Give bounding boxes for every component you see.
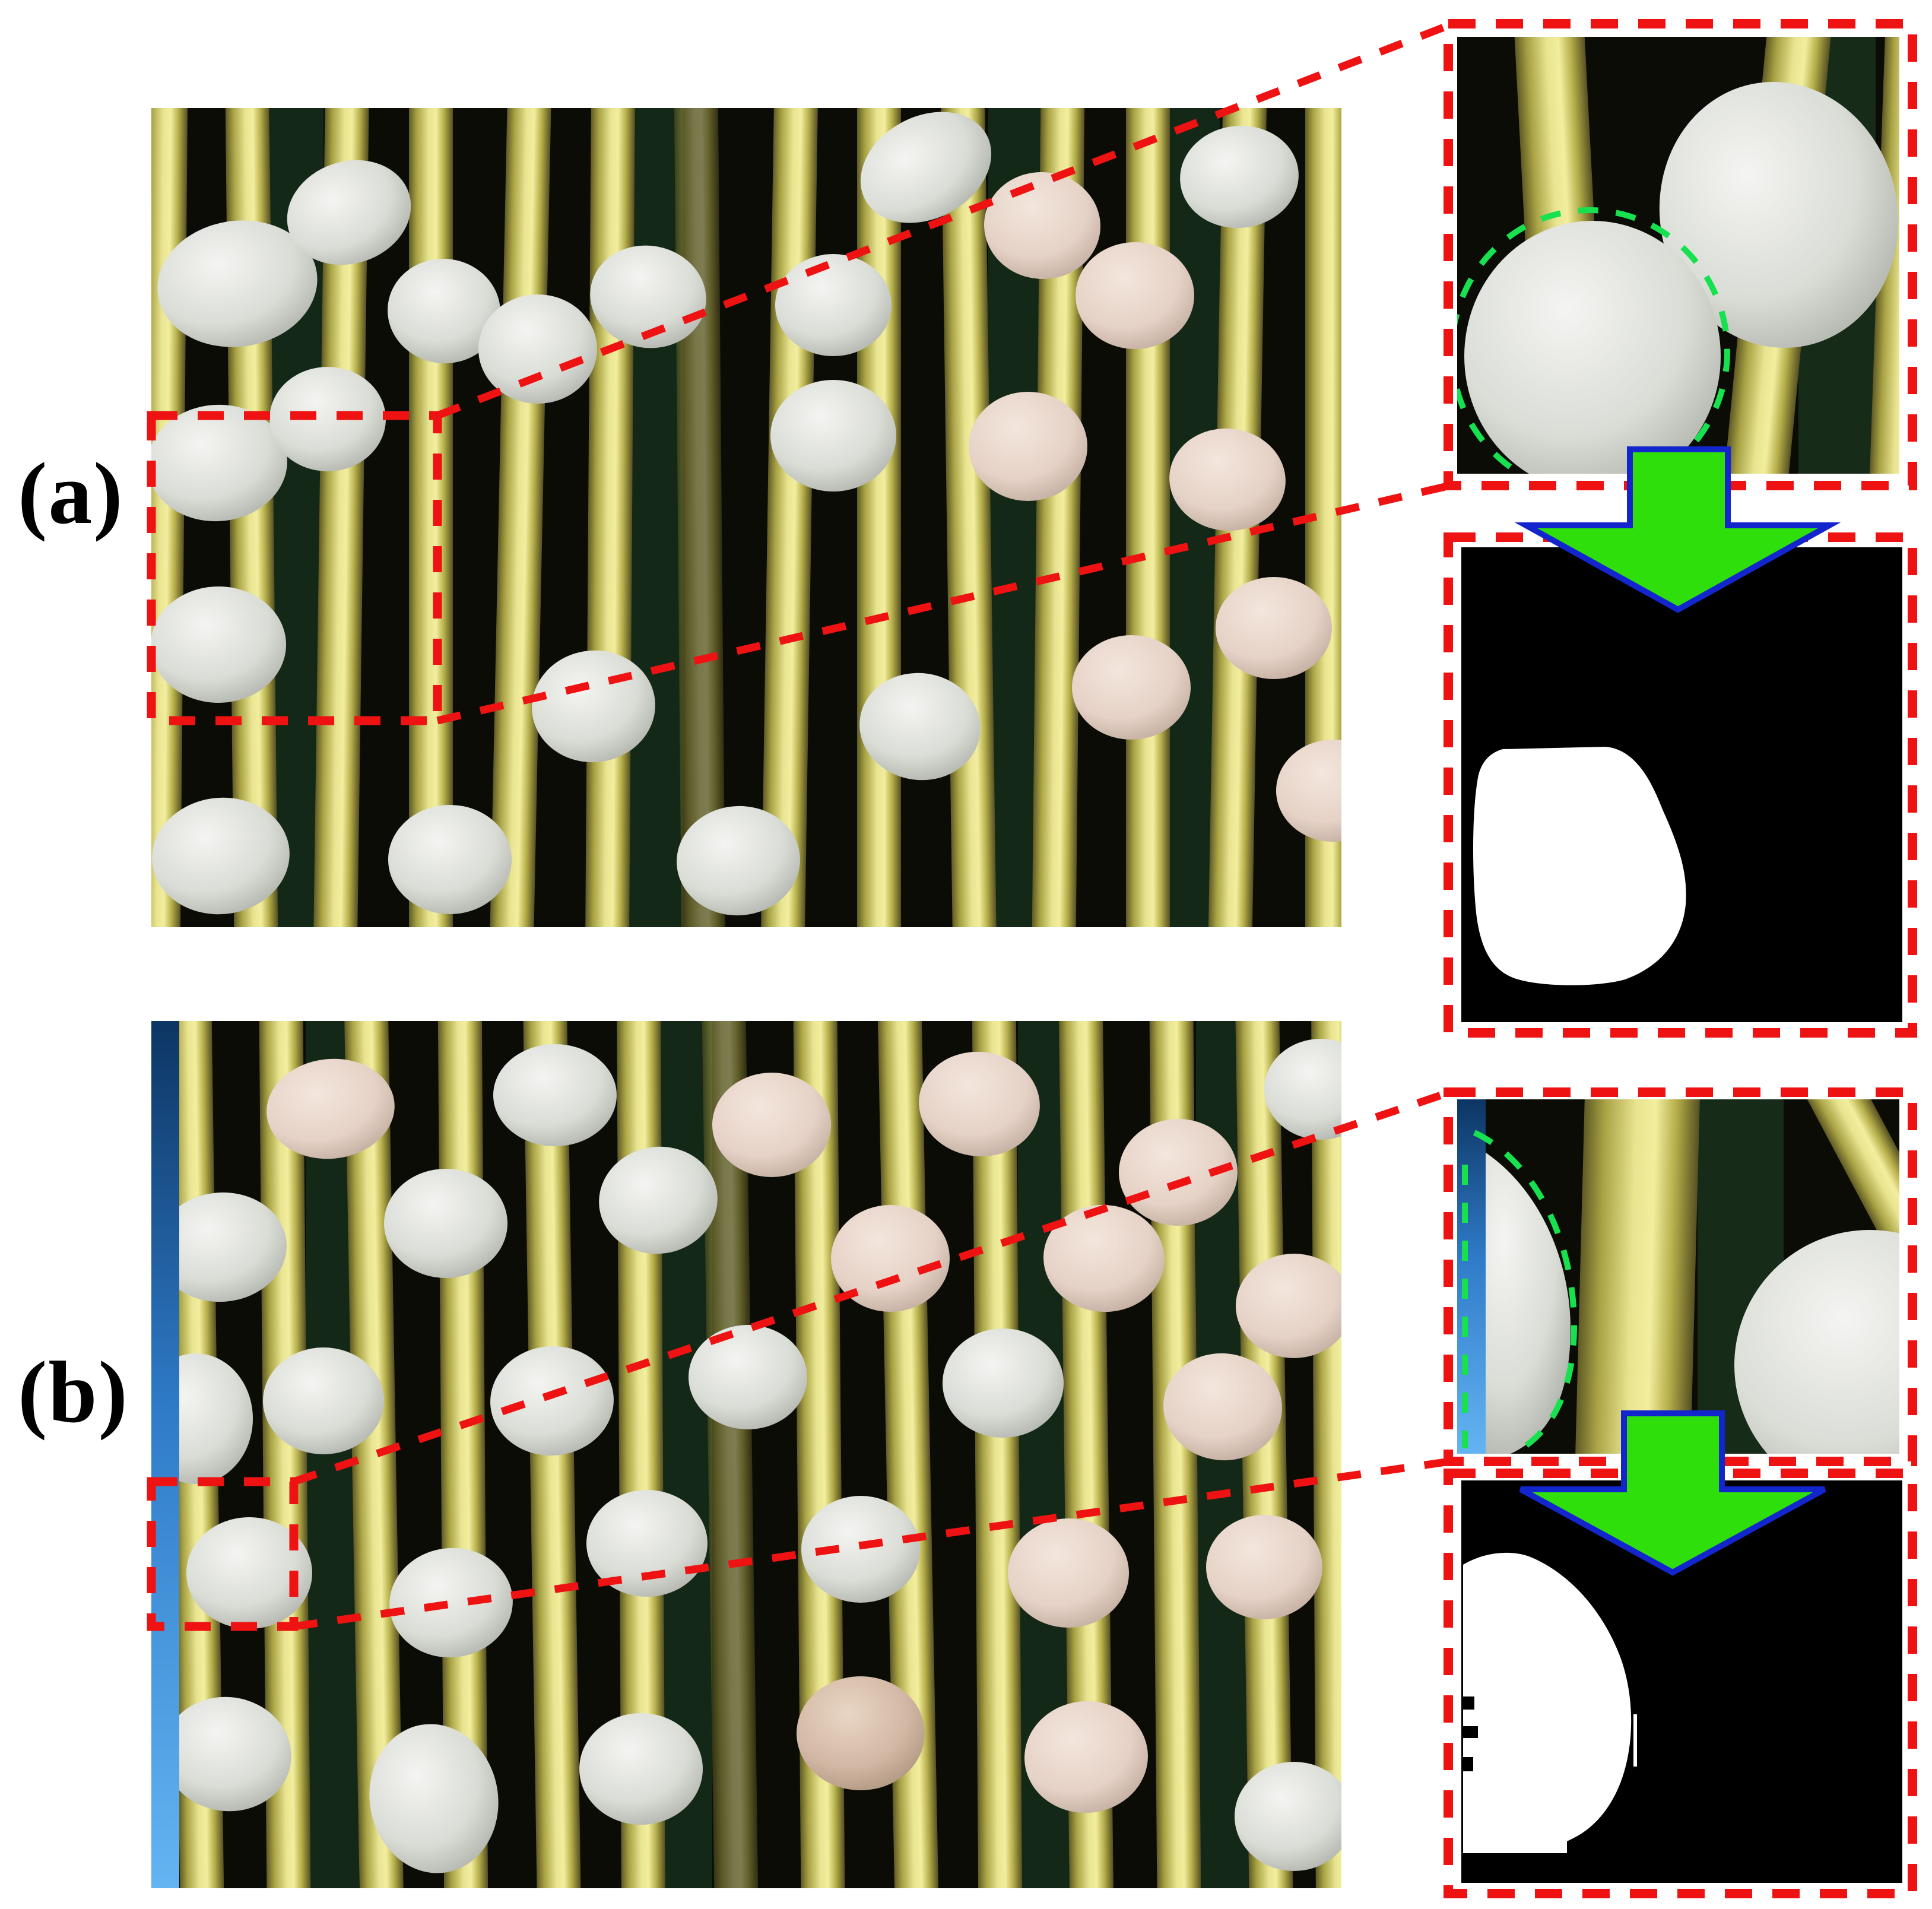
panel-b-egg <box>1024 1701 1148 1813</box>
panel-b-egg <box>943 1328 1064 1438</box>
panel-b-egg <box>1236 1254 1341 1358</box>
panel-a-egg <box>677 806 800 916</box>
panel-b-mask-egg-blob <box>1463 1552 1632 1853</box>
panel-b-egg <box>1119 1119 1238 1226</box>
panel-a-conveyor-rod <box>1032 108 1085 927</box>
panel-b-conveyor-rod <box>702 1021 759 1888</box>
panel-b-conveyor-rod <box>793 1021 845 1888</box>
panel-b-egg <box>186 1517 312 1629</box>
panel-b-mask-frame <box>1444 1469 1917 1898</box>
panel-b-egg <box>712 1073 831 1177</box>
panel-a-egg <box>1180 125 1299 229</box>
panel-a-conveyor-rod <box>313 108 370 927</box>
panel-b-zoom-connector-2 <box>293 1457 1451 1631</box>
panel-b-egg <box>599 1146 718 1254</box>
panel-a-egg <box>1076 242 1194 349</box>
panel-a-egg <box>388 258 500 364</box>
panel-a-mask <box>1461 547 1902 1022</box>
panel-a-label: (a) <box>18 445 124 543</box>
panel-a-conveyor-rod <box>409 108 453 927</box>
panel-b-conveyor-rod <box>1235 1021 1293 1888</box>
panel-a-mask-egg-blob <box>1473 747 1686 985</box>
panel-b-egg <box>1264 1039 1341 1140</box>
panel-a-zoom-connector-1 <box>436 21 1452 420</box>
panel-b-egg <box>384 1169 507 1278</box>
panel-b-egg <box>586 1490 708 1597</box>
panel-a-egg <box>287 160 411 265</box>
panel-a-egg <box>1072 635 1191 740</box>
panel-a-conveyor-rod <box>585 108 636 927</box>
panel-b-label: (b) <box>18 1344 129 1441</box>
panel-b-conveyor-rod <box>1149 1021 1201 1888</box>
panel-b-egg <box>919 1051 1040 1157</box>
panel-a-egg <box>269 367 386 471</box>
panel-a-egg <box>1169 428 1286 531</box>
panel-a-egg <box>151 404 287 522</box>
panel-b-egg <box>267 1058 395 1159</box>
panel-a-photo <box>151 108 1341 927</box>
panel-b-egg <box>689 1325 807 1429</box>
panel-b-egg <box>1235 1762 1341 1871</box>
panel-a-egg <box>478 294 597 404</box>
panel-b-egg <box>1206 1515 1322 1619</box>
panel-b-down-arrow-icon <box>1519 1410 1826 1576</box>
panel-b-inset-blue-belt-edge <box>1457 1099 1486 1454</box>
panel-b-egg <box>1043 1204 1165 1312</box>
panel-a-egg <box>859 673 981 781</box>
panel-b-mask-artifact <box>1633 1714 1637 1767</box>
panel-b-egg <box>163 1696 291 1812</box>
panel-a-egg <box>775 254 892 356</box>
panel-b-inset-egg <box>1459 1139 1571 1454</box>
panel-a-inset-egg <box>1659 82 1899 348</box>
panel-a-inset-egg <box>1464 221 1721 474</box>
panel-a-egg <box>969 392 1087 501</box>
panel-a-conveyor-rod <box>1126 108 1170 927</box>
panel-a-conveyor-rod <box>857 108 901 927</box>
panel-b-egg <box>1163 1353 1282 1461</box>
panel-b-photo <box>151 1021 1341 1888</box>
panel-b-egg <box>156 1192 287 1302</box>
panel-b-egg <box>579 1713 703 1825</box>
panel-a-egg <box>1216 577 1332 679</box>
panel-b-egg <box>493 1044 617 1146</box>
panel-b-inset-photo <box>1457 1099 1899 1454</box>
panel-b-egg <box>797 1676 925 1790</box>
panel-b-conveyor-rod <box>1311 1021 1341 1888</box>
panel-a-down-arrow-icon <box>1514 446 1841 613</box>
panel-a-inset-photo <box>1457 37 1899 474</box>
panel-b-egg <box>389 1548 513 1658</box>
panel-b-egg <box>490 1346 614 1456</box>
panel-a-egg <box>984 172 1100 280</box>
panel-b-inset-rod <box>1575 1099 1701 1454</box>
panel-b-conveyor-rod <box>972 1021 1023 1888</box>
panel-a-egg <box>388 805 512 914</box>
panel-b-egg <box>831 1205 950 1312</box>
panel-a-egg-segmentation-outline <box>1457 207 1730 474</box>
panel-a-egg <box>770 380 896 491</box>
panel-b-egg <box>263 1347 384 1454</box>
panel-a-egg <box>1276 740 1341 842</box>
panel-b-blue-belt-edge <box>151 1021 179 1888</box>
panel-b-egg <box>1008 1518 1129 1628</box>
panel-a-egg <box>151 586 286 703</box>
panel-b-egg <box>369 1724 499 1873</box>
panel-a-egg <box>157 220 318 347</box>
panel-a-inset-rod <box>1868 37 1899 474</box>
panel-a-egg <box>860 112 992 223</box>
panel-b-roi-rect <box>147 1477 299 1631</box>
panel-b-zoom-connector-1 <box>292 1088 1452 1486</box>
panel-a-egg <box>590 245 706 348</box>
panel-a-egg <box>152 797 290 915</box>
panel-b-inset-rod <box>1793 1099 1899 1245</box>
panel-b-inset-egg <box>1734 1230 1899 1454</box>
panel-a-roi-rect <box>147 411 442 725</box>
panel-a-mask-frame <box>1444 532 1917 1038</box>
